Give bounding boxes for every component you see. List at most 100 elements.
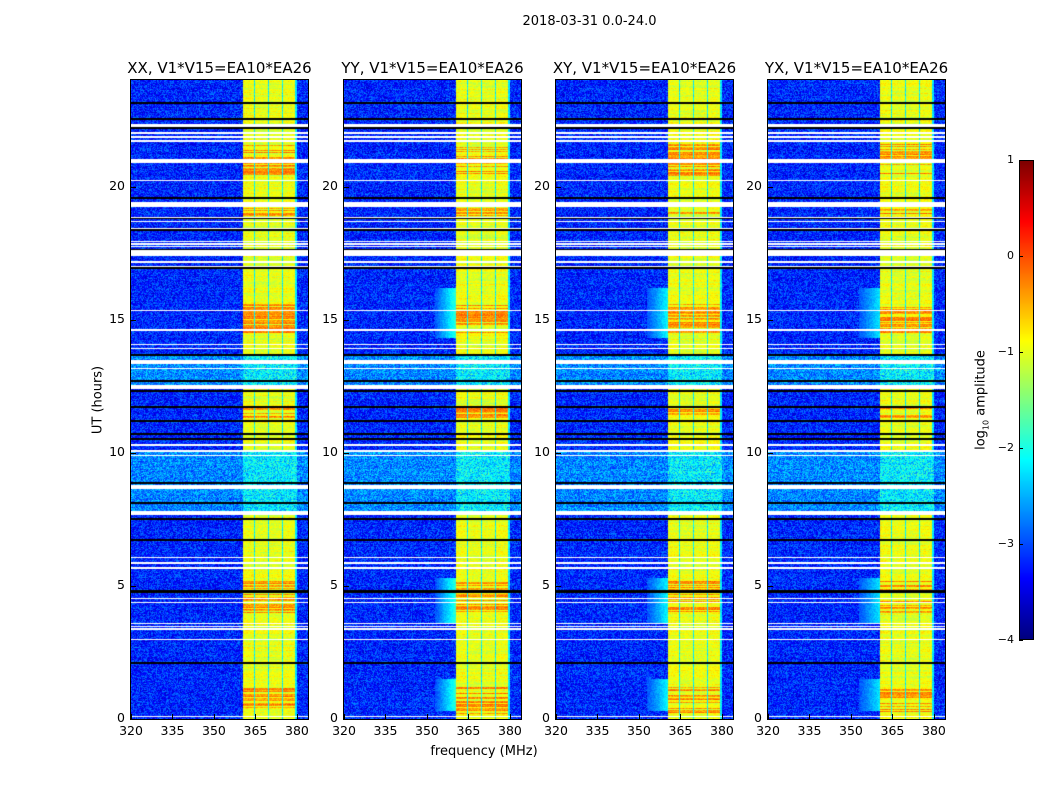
x-tick-label: 350 — [202, 723, 226, 738]
x-tick-mark — [213, 714, 215, 719]
x-axis-label: frequency (MHz) — [430, 744, 538, 759]
colorbar-tick-label: 1 — [1007, 153, 1014, 166]
colorbar-tick-mark — [1019, 640, 1023, 641]
y-tick-label: 15 — [322, 310, 338, 326]
y-tick-mark — [344, 186, 349, 188]
x-tick-mark — [597, 714, 599, 719]
y-tick-mark — [344, 319, 349, 321]
y-tick-mark — [556, 719, 561, 720]
x-tick-label: 335 — [373, 723, 398, 738]
heatmap-image — [131, 80, 308, 719]
x-tick-mark — [344, 714, 345, 719]
x-tick-mark — [933, 714, 935, 719]
y-tick-label: 0 — [117, 710, 125, 725]
figure-title: 2018-03-31 0.0-24.0 — [522, 14, 657, 29]
y-tick-mark — [768, 452, 773, 454]
y-tick-label: 0 — [754, 710, 762, 725]
colorbar-tick-mark — [1019, 352, 1023, 353]
y-tick-label: 20 — [322, 177, 338, 193]
colorbar — [1019, 160, 1034, 640]
waterfall-panel-0 — [130, 79, 309, 720]
y-tick-label: 0 — [542, 710, 550, 725]
x-tick-mark — [556, 714, 557, 719]
x-tick-mark — [385, 714, 387, 719]
colorbar-tick-label: −3 — [997, 537, 1014, 550]
waterfall-panel-1 — [343, 79, 522, 720]
colorbar-tick-mark — [1019, 160, 1023, 161]
x-tick-label: 365 — [243, 723, 268, 738]
colorbar-tick-label: −4 — [997, 633, 1014, 646]
x-tick-mark — [680, 714, 682, 719]
x-tick-label: 335 — [585, 723, 610, 738]
y-tick-mark — [768, 319, 773, 321]
x-tick-mark — [850, 714, 852, 719]
y-tick-label: 10 — [322, 443, 338, 459]
y-tick-label: 15 — [746, 310, 762, 326]
panel-title: XY, V1*V15=EA10*EA26 — [552, 59, 737, 77]
y-tick-mark — [344, 719, 349, 720]
x-tick-label: 320 — [119, 723, 143, 738]
y-tick-mark — [131, 452, 136, 454]
x-tick-label: 350 — [415, 723, 439, 738]
y-tick-label: 5 — [754, 576, 762, 592]
x-tick-label: 380 — [498, 723, 522, 738]
y-tick-mark — [344, 452, 349, 454]
y-tick-mark — [556, 319, 561, 321]
y-tick-label: 5 — [117, 576, 125, 592]
y-tick-label: 10 — [746, 443, 762, 459]
y-tick-label: 20 — [109, 177, 125, 193]
x-tick-mark — [892, 714, 894, 719]
colorbar-tick-label: −1 — [997, 345, 1014, 358]
y-tick-label: 20 — [534, 177, 550, 193]
x-tick-label: 335 — [797, 723, 822, 738]
x-tick-label: 320 — [756, 723, 780, 738]
colorbar-tick-mark — [1019, 256, 1023, 257]
colorbar-label-main: log — [973, 430, 989, 450]
y-tick-mark — [131, 319, 136, 321]
waterfall-panel-3 — [767, 79, 946, 720]
x-tick-mark — [255, 714, 257, 719]
colorbar-tick-mark — [1019, 544, 1023, 545]
panel-title: XX, V1*V15=EA10*EA26 — [127, 59, 312, 77]
heatmap-image — [556, 80, 733, 719]
colorbar-label-rest: amplitude — [973, 350, 989, 420]
y-tick-label: 10 — [534, 443, 550, 459]
x-tick-label: 380 — [922, 723, 946, 738]
x-tick-mark — [131, 714, 132, 719]
y-tick-mark — [768, 585, 773, 587]
colorbar-label-sub: 10 — [981, 419, 991, 431]
x-tick-label: 365 — [668, 723, 693, 738]
y-axis-label: UT (hours) — [90, 365, 106, 435]
x-tick-mark — [426, 714, 428, 719]
x-tick-label: 365 — [880, 723, 905, 738]
heatmap-image — [768, 80, 945, 719]
y-tick-mark — [556, 186, 561, 188]
y-tick-label: 10 — [109, 443, 125, 459]
y-tick-mark — [556, 585, 561, 587]
colorbar-tick-label: −2 — [997, 441, 1014, 454]
y-tick-mark — [768, 719, 773, 720]
x-tick-label: 320 — [544, 723, 568, 738]
panel-title: YX, V1*V15=EA10*EA26 — [764, 59, 949, 77]
x-tick-mark — [172, 714, 174, 719]
panel-title: YY, V1*V15=EA10*EA26 — [341, 59, 524, 77]
colorbar-label: log10 amplitude — [974, 350, 991, 450]
x-tick-mark — [509, 714, 511, 719]
x-tick-label: 350 — [627, 723, 651, 738]
x-tick-label: 365 — [456, 723, 481, 738]
y-tick-mark — [768, 186, 773, 188]
x-tick-label: 320 — [332, 723, 356, 738]
y-tick-label: 5 — [542, 576, 550, 592]
x-tick-mark — [468, 714, 470, 719]
y-tick-label: 15 — [534, 310, 550, 326]
y-tick-label: 0 — [330, 710, 338, 725]
x-tick-label: 380 — [285, 723, 309, 738]
colorbar-tick-label: 0 — [1007, 249, 1014, 262]
x-tick-label: 350 — [839, 723, 863, 738]
y-tick-mark — [131, 719, 136, 720]
y-tick-mark — [556, 452, 561, 454]
y-tick-label: 15 — [109, 310, 125, 326]
x-tick-label: 335 — [160, 723, 185, 738]
colorbar-tick-mark — [1019, 448, 1023, 449]
waterfall-panel-2 — [555, 79, 734, 720]
